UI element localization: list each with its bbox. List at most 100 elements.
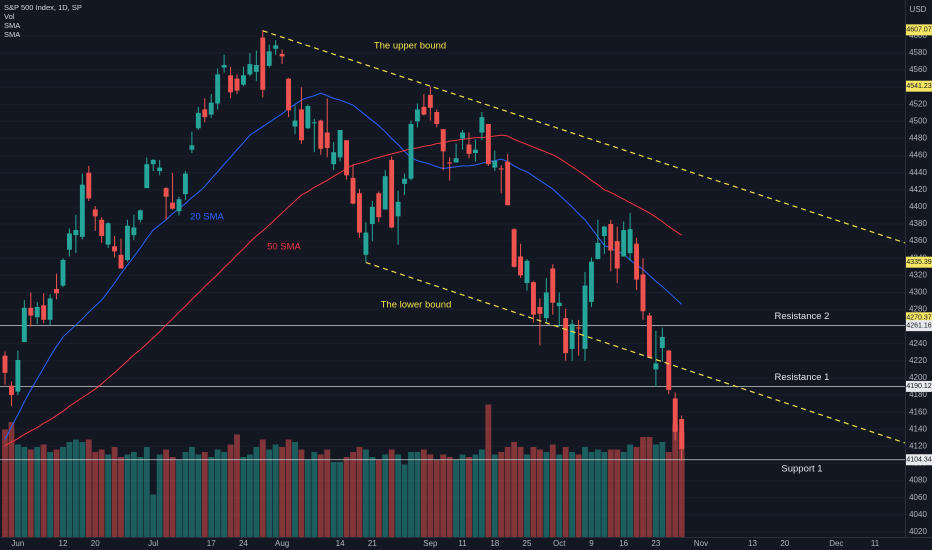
- candle-body: [511, 229, 517, 267]
- volume-bar: [201, 452, 208, 537]
- candle-body: [344, 140, 350, 176]
- y-tick-label: 4060: [909, 493, 927, 502]
- volume-bar: [79, 442, 86, 537]
- volume-bar: [240, 457, 247, 537]
- x-tick-label: Jul: [148, 539, 158, 548]
- y-tick-label: 4220: [909, 356, 927, 365]
- levels: Resistance 2 Resistance 1 Support 1: [0, 311, 905, 474]
- candle-body: [485, 123, 491, 165]
- candle-body: [112, 246, 118, 252]
- price-marker-bg: [906, 80, 932, 92]
- candle-body: [530, 282, 536, 315]
- candle-body: [79, 184, 85, 237]
- volume-bar: [491, 454, 498, 537]
- volume-bar: [543, 452, 550, 537]
- volume-bar: [633, 447, 640, 537]
- candle-body: [292, 120, 298, 127]
- volume-bar: [266, 449, 273, 537]
- volume-bar: [182, 452, 189, 537]
- trendline-label: The upper bound: [374, 41, 446, 52]
- candles: [2, 29, 685, 461]
- candle-body: [646, 315, 652, 358]
- x-tick-label: Jun: [11, 539, 24, 548]
- volume-bar: [66, 442, 73, 537]
- volume-bar: [640, 437, 646, 537]
- candle-body: [427, 94, 433, 108]
- volume-bar: [678, 432, 685, 537]
- volume-bar: [627, 444, 634, 537]
- volume-bar: [652, 444, 659, 537]
- candle-body: [550, 268, 556, 303]
- candle-body: [582, 285, 588, 349]
- price-marker-label: 4335.39: [906, 259, 931, 266]
- y-tick-label: 4280: [909, 305, 927, 314]
- volume-bar: [414, 452, 421, 537]
- volume-bar: [279, 447, 286, 537]
- y-tick-label: 4500: [909, 117, 927, 126]
- candle-body: [382, 176, 388, 210]
- volume-bar: [137, 457, 144, 537]
- y-tick-label: 4380: [909, 219, 927, 228]
- volume-bar: [221, 452, 228, 537]
- candle-body: [2, 355, 8, 373]
- y-tick-label: 4020: [909, 527, 927, 536]
- candle-body: [208, 102, 214, 115]
- trendlines: The upper bound The lower bound: [262, 30, 906, 444]
- x-tick-label: Dec: [829, 539, 843, 548]
- candle-body: [389, 159, 395, 228]
- candle-body: [537, 306, 543, 314]
- candle-body: [189, 145, 195, 150]
- volume-bar: [549, 444, 556, 537]
- volume-bar: [272, 444, 279, 537]
- candle-body: [595, 242, 601, 260]
- candle-body: [601, 226, 607, 237]
- candle-body: [124, 225, 130, 260]
- x-tick-label: Oct: [553, 539, 566, 548]
- price-marker-bg: [906, 24, 932, 36]
- candle-body: [421, 106, 427, 115]
- candle-body: [137, 210, 143, 220]
- candle-body: [15, 359, 21, 392]
- volume-bar: [105, 454, 112, 537]
- candle-body: [118, 254, 124, 269]
- volume-bar: [575, 454, 582, 537]
- candle-body: [92, 209, 98, 217]
- volume-bar: [536, 449, 543, 537]
- volume-bar: [188, 447, 195, 537]
- candle-body: [524, 260, 530, 284]
- candle-body: [260, 37, 266, 90]
- x-tick-label: 18: [490, 539, 499, 548]
- y-tick-label: 4520: [909, 99, 927, 108]
- volume-bar: [292, 442, 298, 537]
- candle-body: [543, 292, 549, 319]
- volume-bar: [14, 444, 21, 537]
- volume-bar: [588, 452, 595, 537]
- candle-body: [8, 385, 14, 396]
- legend-entry: SMA: [4, 30, 20, 39]
- volume-bar: [498, 452, 505, 537]
- candle-body: [273, 45, 279, 49]
- volume-bar: [466, 457, 472, 537]
- volume-bar: [562, 447, 569, 537]
- candle-body: [157, 167, 163, 172]
- y-tick-label: 4180: [909, 390, 927, 399]
- candle-body: [556, 302, 562, 307]
- legend-entry: Vol: [4, 12, 15, 21]
- volume-bar: [556, 454, 563, 537]
- price-marker-bg: [906, 256, 932, 268]
- volume-bar: [47, 452, 54, 537]
- trendline: [365, 261, 906, 444]
- candle-body: [608, 224, 614, 251]
- x-tick-label: 13: [748, 539, 757, 548]
- candle-body: [253, 64, 259, 72]
- volume-bar: [382, 454, 389, 537]
- price-axis: 4020404040604080410041204140416041804200…: [906, 24, 932, 536]
- volume-bar: [34, 447, 41, 537]
- volume-bar: [298, 449, 305, 537]
- volume-bar: [176, 459, 182, 537]
- candle-body: [28, 307, 34, 316]
- level-marker-bg: [906, 320, 932, 332]
- candle-body: [472, 149, 478, 154]
- y-tick-label: 4560: [909, 65, 927, 74]
